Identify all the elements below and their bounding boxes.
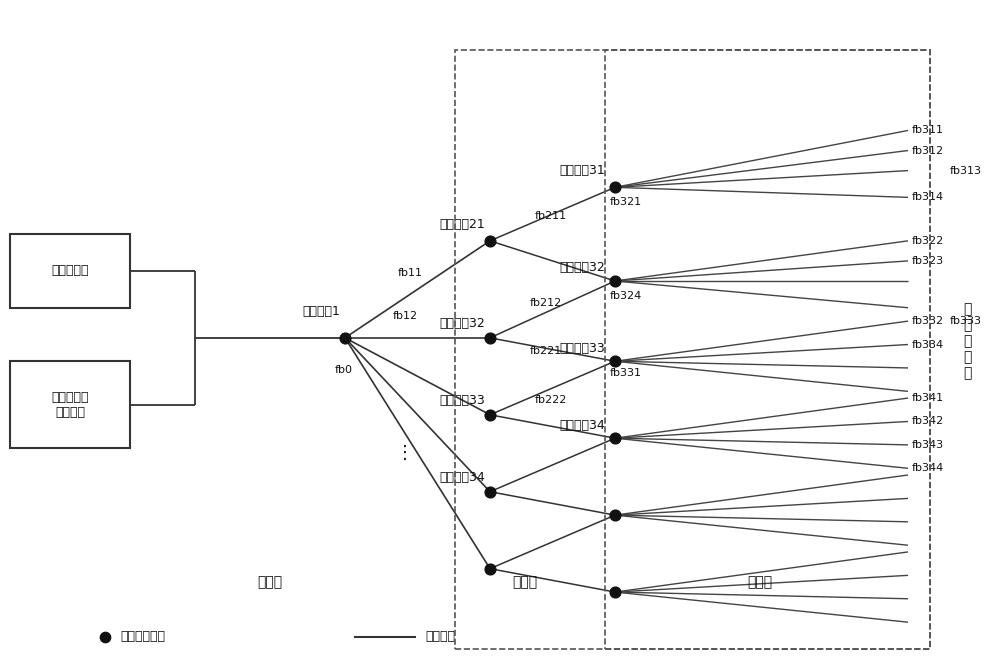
Text: 通信节点32: 通信节点32 [559,262,605,274]
Text: 通信节点34: 通信节点34 [559,419,605,432]
Text: 通信节点34: 通信节点34 [439,471,485,484]
Text: 通信节点21: 通信节点21 [439,218,485,231]
Point [607,587,623,597]
Text: fb344: fb344 [912,464,944,473]
Text: fb313: fb313 [950,166,982,175]
Text: fb12: fb12 [392,311,418,321]
Point [482,563,498,574]
Text: fb212: fb212 [530,298,562,308]
Point [482,235,498,246]
Point [97,632,113,642]
Point [482,486,498,497]
Point [337,332,353,343]
Text: fb323: fb323 [912,256,944,266]
Text: 通信节点1: 通信节点1 [302,305,340,318]
Text: fb334: fb334 [912,340,944,349]
Point [482,332,498,343]
Text: fb324: fb324 [610,291,642,301]
Text: fb222: fb222 [535,395,567,405]
Text: fb322: fb322 [912,236,944,246]
Text: 第一层: 第一层 [257,575,283,589]
Text: fb0: fb0 [335,365,353,375]
Bar [605,50,930,649]
Text: 通信节点32: 通信节点32 [439,317,485,330]
Text: ⋮: ⋮ [396,444,414,462]
Text: fb333: fb333 [950,316,982,326]
Text: fb314: fb314 [912,193,944,202]
Text: fb332: fb332 [912,316,944,326]
Text: fb343: fb343 [912,440,944,450]
Text: fb211: fb211 [535,211,567,221]
Text: fb221: fb221 [530,346,562,356]
Text: 布里渊光时
域反射仪: 布里渊光时 域反射仪 [51,391,89,419]
Text: fb11: fb11 [398,268,422,278]
Text: 光线路终端: 光线路终端 [51,264,89,278]
Bar [455,50,930,649]
Text: 通信节点33: 通信节点33 [439,394,485,407]
Point [607,182,623,193]
Text: 第二层: 第二层 [512,575,538,589]
Text: 通信节点33: 通信节点33 [559,342,605,355]
Text: fb341: fb341 [912,393,944,403]
Bar [10,361,130,448]
Text: fb342: fb342 [912,417,944,426]
Text: 第三层: 第三层 [747,575,773,589]
Text: fb331: fb331 [610,368,642,378]
Text: 代表通信节点: 代表通信节点 [120,630,165,644]
Text: 代表光纤: 代表光纤 [425,630,455,644]
Point [607,433,623,444]
Text: fb311: fb311 [912,126,944,135]
Point [607,276,623,286]
Text: 光
网
络
终
端: 光 网 络 终 端 [963,302,971,381]
Text: fb321: fb321 [610,197,642,207]
Point [482,409,498,420]
Point [607,356,623,367]
Text: 通信节点31: 通信节点31 [559,165,605,177]
Bar [10,234,130,308]
Text: fb312: fb312 [912,146,944,155]
Point [607,510,623,520]
